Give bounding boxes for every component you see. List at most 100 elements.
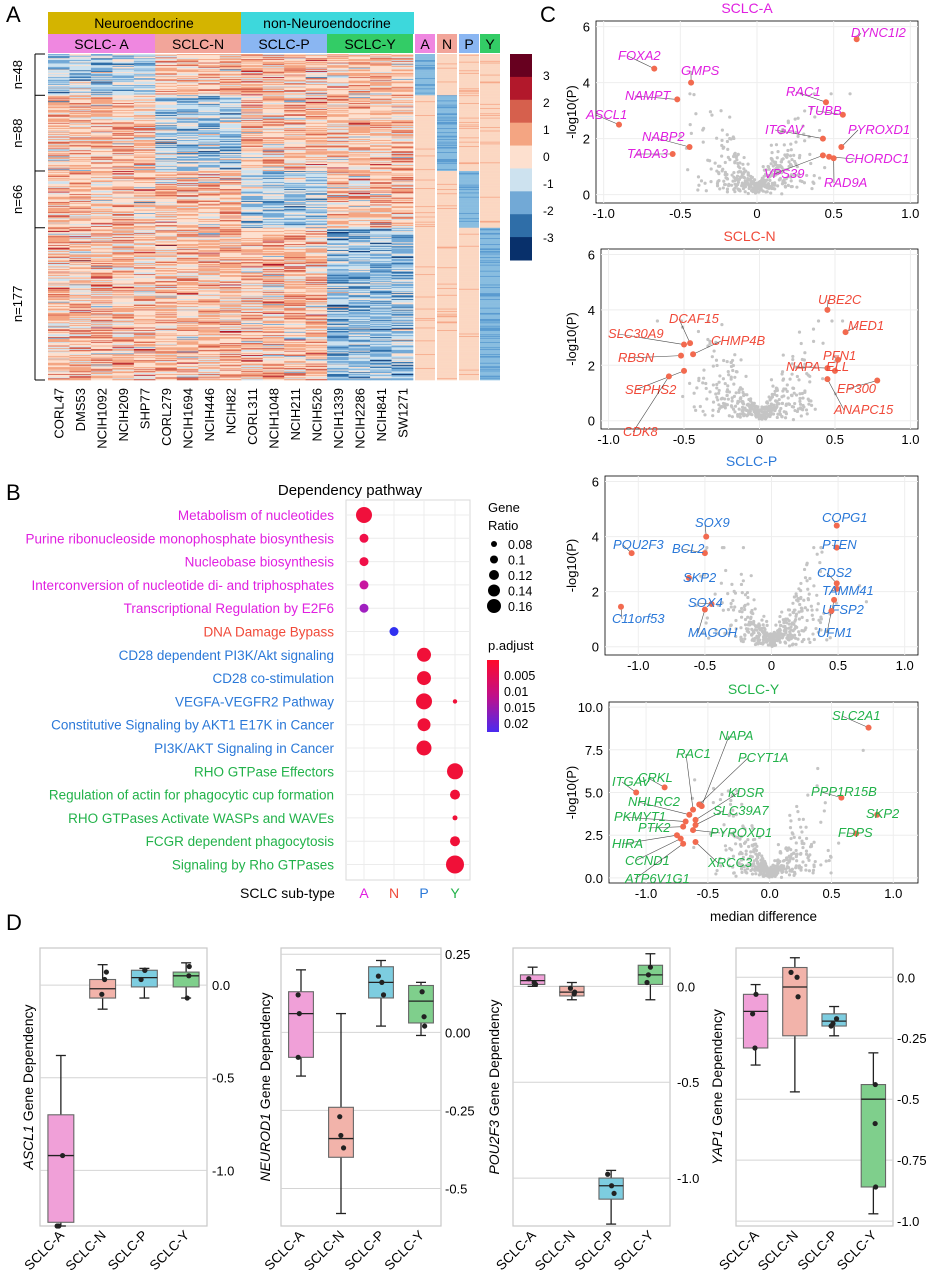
heatmap-cell — [348, 111, 371, 113]
heatmap-cell — [48, 203, 70, 205]
heatmap-cell — [370, 111, 392, 113]
heatmap-cell — [69, 123, 92, 125]
heatmap-cell — [176, 301, 199, 303]
heatmap-cell — [348, 69, 371, 71]
heatmap-cell — [133, 238, 156, 241]
heatmap-cell — [176, 279, 199, 281]
heatmap-cell — [176, 133, 199, 136]
heatmap-cell — [69, 165, 92, 167]
heatmap-cell — [155, 82, 178, 84]
heatmap-cell — [112, 103, 135, 106]
heatmap-cell — [112, 300, 135, 303]
heatmap-cell — [176, 254, 199, 256]
heatmap-cell — [219, 140, 242, 142]
heatmap-cell — [327, 174, 349, 176]
heatmap-cell — [391, 111, 414, 113]
heatmap-cell — [176, 179, 199, 181]
heatmap-cell — [155, 208, 178, 210]
heatmap-cell — [391, 270, 414, 272]
heatmap-cell — [69, 213, 92, 215]
heatmap-cell — [284, 299, 306, 301]
heatmap-cell — [133, 112, 156, 114]
heatmap-cell — [327, 62, 349, 64]
heatmap-cell — [155, 301, 178, 303]
heatmap-cell — [198, 151, 221, 153]
heatmap-cell — [48, 68, 70, 70]
heatmap-cell — [69, 62, 92, 64]
heatmap-cell — [90, 71, 113, 73]
heatmap-cell — [90, 204, 113, 206]
heatmap-cell — [90, 230, 113, 232]
heatmap-cell — [348, 228, 371, 230]
heatmap-cell — [198, 259, 221, 261]
heatmap-cell — [176, 245, 199, 247]
heatmap-cell — [327, 213, 349, 216]
heatmap-cell — [348, 158, 371, 160]
heatmap-cell — [391, 274, 414, 276]
heatmap-cell — [90, 241, 113, 243]
heatmap-cell — [176, 111, 199, 113]
heatmap-cell — [112, 245, 135, 247]
heatmap-cell — [48, 56, 70, 58]
heatmap-cell — [305, 278, 328, 280]
heatmap-cell — [176, 116, 199, 118]
heatmap-cell — [155, 140, 178, 142]
heatmap-cell — [112, 125, 135, 127]
heatmap-cell — [327, 224, 349, 226]
heatmap-cell — [133, 168, 156, 170]
heatmap-cell — [327, 78, 349, 81]
heatmap-cell — [48, 195, 70, 197]
heatmap-cell — [198, 257, 221, 260]
heatmap-cell — [133, 137, 156, 139]
heatmap-cell — [198, 177, 221, 180]
heatmap-cell — [391, 185, 414, 187]
heatmap-cell — [155, 262, 178, 264]
heatmap-cell — [241, 147, 264, 149]
heatmap-cell — [48, 297, 70, 299]
heatmap-cell — [262, 224, 285, 226]
heatmap-cell — [69, 294, 92, 297]
heatmap-cell — [284, 151, 306, 153]
heatmap-cell — [133, 63, 156, 65]
heatmap-cell — [90, 81, 113, 83]
heatmap-cell — [262, 205, 285, 207]
heatmap-cell — [391, 69, 414, 71]
heatmap-cell — [219, 178, 242, 180]
heatmap-cell — [112, 278, 135, 280]
heatmap-cell — [327, 225, 349, 227]
heatmap-cell — [219, 260, 242, 262]
heatmap-cell — [262, 194, 285, 196]
heatmap-cell — [391, 224, 414, 226]
heatmap-cell — [262, 126, 285, 128]
heatmap-cell — [241, 302, 264, 304]
heatmap-cell — [198, 195, 221, 197]
heatmap-cell — [133, 243, 156, 245]
heatmap-cell — [133, 228, 156, 230]
heatmap-cell — [305, 158, 328, 161]
heatmap-cell — [198, 212, 221, 214]
heatmap-cell — [155, 64, 178, 66]
heatmap-cell — [112, 140, 135, 143]
heatmap-cell — [219, 133, 242, 136]
heatmap-cell — [69, 209, 92, 211]
heatmap-cell — [155, 139, 178, 141]
heatmap-cell — [348, 209, 371, 211]
non-neuroendocrine-bar — [241, 12, 414, 34]
heatmap-cell — [155, 188, 178, 190]
heatmap-cell — [112, 122, 135, 124]
heatmap-cell — [370, 155, 392, 157]
heatmap-cell — [155, 196, 178, 198]
heatmap-cell — [241, 70, 264, 72]
heatmap-cell — [284, 149, 306, 151]
heatmap-cell — [262, 204, 285, 206]
heatmap-cell — [348, 242, 371, 244]
heatmap-cell — [176, 249, 199, 251]
heatmap-cell — [370, 106, 392, 108]
heatmap-cell — [69, 101, 92, 103]
heatmap-cell — [155, 249, 178, 251]
heatmap-cell — [133, 177, 156, 179]
heatmap-cell — [370, 151, 392, 153]
heatmap-cell — [176, 289, 199, 291]
heatmap-cell — [241, 216, 264, 218]
heatmap-cell — [241, 167, 264, 169]
